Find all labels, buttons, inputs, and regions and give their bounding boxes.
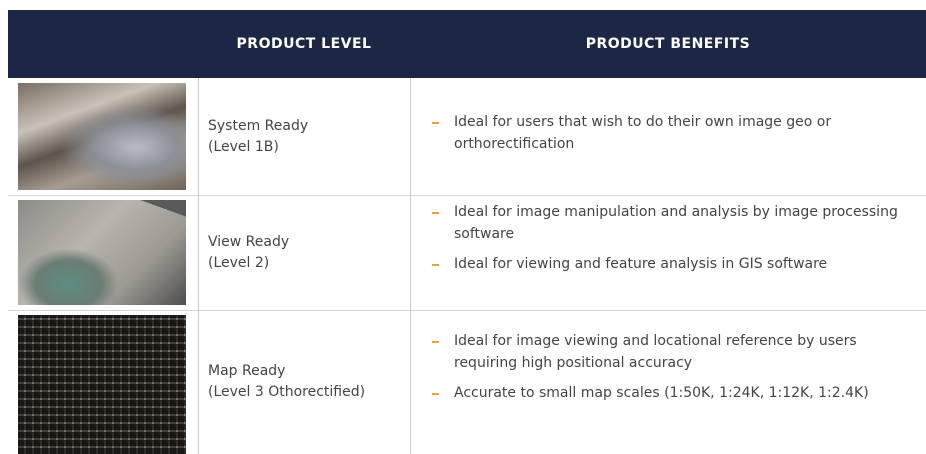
product-level: Map Ready (Level 3 Othorectified)	[208, 361, 408, 403]
product-image	[18, 315, 186, 454]
level-line: (Level 2)	[208, 254, 270, 271]
product-level: System Ready (Level 1B)	[208, 116, 408, 158]
benefit-item: Ideal for image viewing and locational r…	[432, 330, 924, 374]
product-image	[18, 83, 186, 190]
product-benefits: Ideal for image viewing and locational r…	[432, 330, 924, 412]
level-line: View Ready	[208, 233, 290, 250]
benefit-item: Ideal for image manipulation and analysi…	[432, 201, 924, 245]
product-level: View Ready (Level 2)	[208, 232, 408, 274]
product-image	[18, 200, 186, 305]
table-header	[8, 10, 926, 78]
row-divider	[8, 195, 926, 196]
header-cell: PRODUCT BENEFITS	[585, 36, 751, 52]
header-cell: PRODUCT LEVEL	[236, 36, 372, 52]
product-benefits: Ideal for users that wish to do their ow…	[432, 111, 924, 163]
level-line: System Ready	[208, 117, 309, 134]
product-benefits: Ideal for image manipulation and analysi…	[432, 201, 924, 283]
column-divider	[198, 78, 199, 454]
row-divider	[8, 310, 926, 311]
benefit-item: Accurate to small map scales (1:50K, 1:2…	[432, 382, 924, 404]
level-line: Map Ready	[208, 363, 286, 379]
benefit-item: Ideal for users that wish to do their ow…	[432, 111, 924, 155]
column-divider	[410, 78, 411, 454]
level-line: (Level 1B)	[208, 138, 279, 155]
level-line: (Level 3 Othorectified)	[208, 384, 366, 400]
benefit-item: Ideal for viewing and feature analysis i…	[432, 253, 924, 275]
